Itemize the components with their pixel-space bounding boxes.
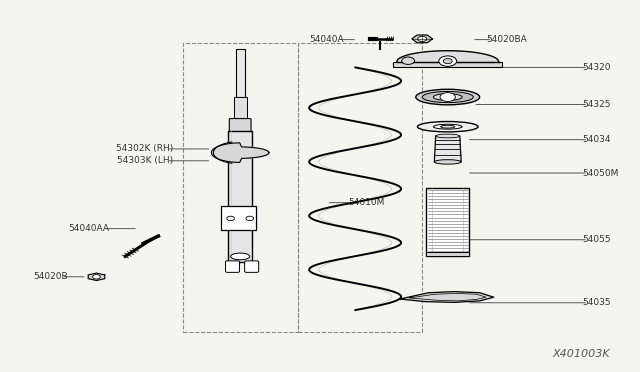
Circle shape	[440, 93, 456, 102]
Text: 54303K (LH): 54303K (LH)	[117, 156, 173, 165]
Circle shape	[227, 216, 234, 221]
Bar	[234, 97, 246, 119]
Text: 54055: 54055	[582, 235, 611, 244]
Text: X401003K: X401003K	[553, 349, 611, 359]
Bar	[182, 43, 298, 333]
Polygon shape	[211, 143, 269, 163]
Ellipse shape	[417, 122, 478, 132]
Text: 54040A: 54040A	[310, 35, 344, 44]
Bar	[394, 62, 502, 67]
Text: 54034: 54034	[582, 135, 611, 144]
Text: 54320: 54320	[582, 63, 611, 72]
Text: 54010M: 54010M	[349, 198, 385, 207]
Bar	[221, 206, 256, 231]
Ellipse shape	[433, 94, 462, 100]
Circle shape	[93, 275, 100, 279]
Polygon shape	[435, 136, 461, 162]
Ellipse shape	[433, 124, 462, 129]
FancyBboxPatch shape	[225, 261, 239, 272]
Bar	[426, 252, 469, 256]
Text: 54020B: 54020B	[33, 272, 68, 281]
Circle shape	[444, 58, 452, 64]
Ellipse shape	[416, 89, 479, 105]
Text: 54035: 54035	[582, 298, 611, 307]
Ellipse shape	[435, 160, 461, 164]
Text: 54040AA: 54040AA	[68, 224, 109, 233]
Circle shape	[418, 36, 427, 41]
Ellipse shape	[441, 125, 455, 128]
Ellipse shape	[422, 92, 473, 103]
Text: 54050M: 54050M	[582, 169, 618, 177]
Polygon shape	[400, 292, 493, 302]
Circle shape	[402, 57, 415, 64]
Bar	[426, 188, 469, 256]
Ellipse shape	[230, 253, 250, 260]
Circle shape	[246, 216, 253, 221]
Text: 54325: 54325	[582, 100, 611, 109]
Bar	[228, 131, 252, 262]
Circle shape	[439, 56, 457, 66]
FancyBboxPatch shape	[244, 261, 259, 272]
Bar	[236, 49, 244, 97]
Text: 54020BA: 54020BA	[486, 35, 527, 44]
Polygon shape	[412, 35, 433, 43]
Text: 54302K (RH): 54302K (RH)	[116, 144, 173, 153]
Bar	[298, 43, 422, 333]
FancyBboxPatch shape	[229, 119, 251, 132]
Ellipse shape	[436, 134, 460, 138]
Polygon shape	[88, 273, 105, 280]
